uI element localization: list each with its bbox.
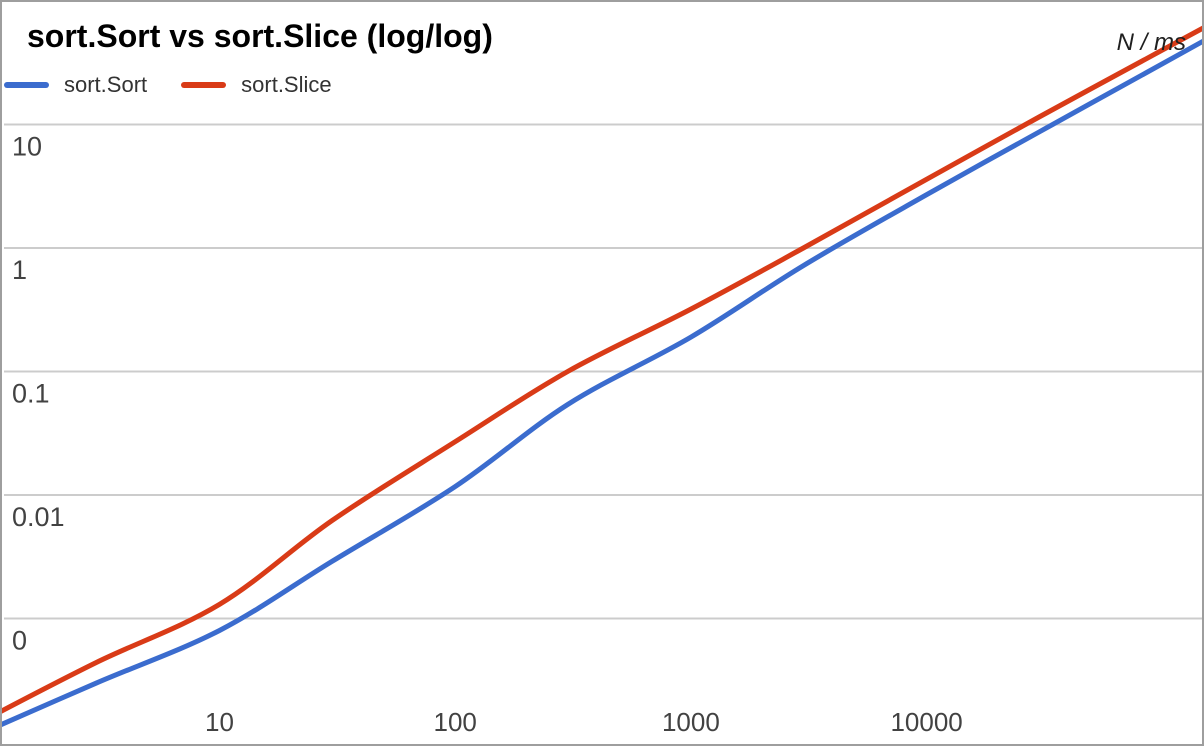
y-tick-label: 0.01 xyxy=(12,502,65,532)
y-tick-label: 1 xyxy=(12,255,27,285)
x-tick-label: 10 xyxy=(205,707,234,737)
axis-unit-label: N / ms xyxy=(1116,29,1186,56)
x-tick-label: 10000 xyxy=(890,707,962,737)
legend-item-sort-sort: sort.Sort xyxy=(4,72,147,98)
legend-item-sort-slice: sort.Slice xyxy=(181,72,332,98)
chart-title: sort.Sort vs sort.Slice (log/log) xyxy=(27,18,493,54)
legend-label-sort-slice: sort.Slice xyxy=(241,72,332,97)
series-line-sort-sort xyxy=(2,38,1202,727)
x-tick-label: 1000 xyxy=(662,707,720,737)
x-tick-label: 100 xyxy=(434,707,477,737)
legend-swatch-sort-sort xyxy=(4,82,49,88)
legend-swatch-sort-slice xyxy=(181,82,227,88)
series-line-sort-slice xyxy=(2,25,1202,714)
y-tick-label: 0 xyxy=(12,626,27,656)
y-tick-label: 0.1 xyxy=(12,379,50,409)
y-tick-label: 10 xyxy=(12,132,42,162)
legend-label-sort-sort: sort.Sort xyxy=(64,72,148,97)
legend: sort.Sort sort.Slice xyxy=(4,72,332,98)
